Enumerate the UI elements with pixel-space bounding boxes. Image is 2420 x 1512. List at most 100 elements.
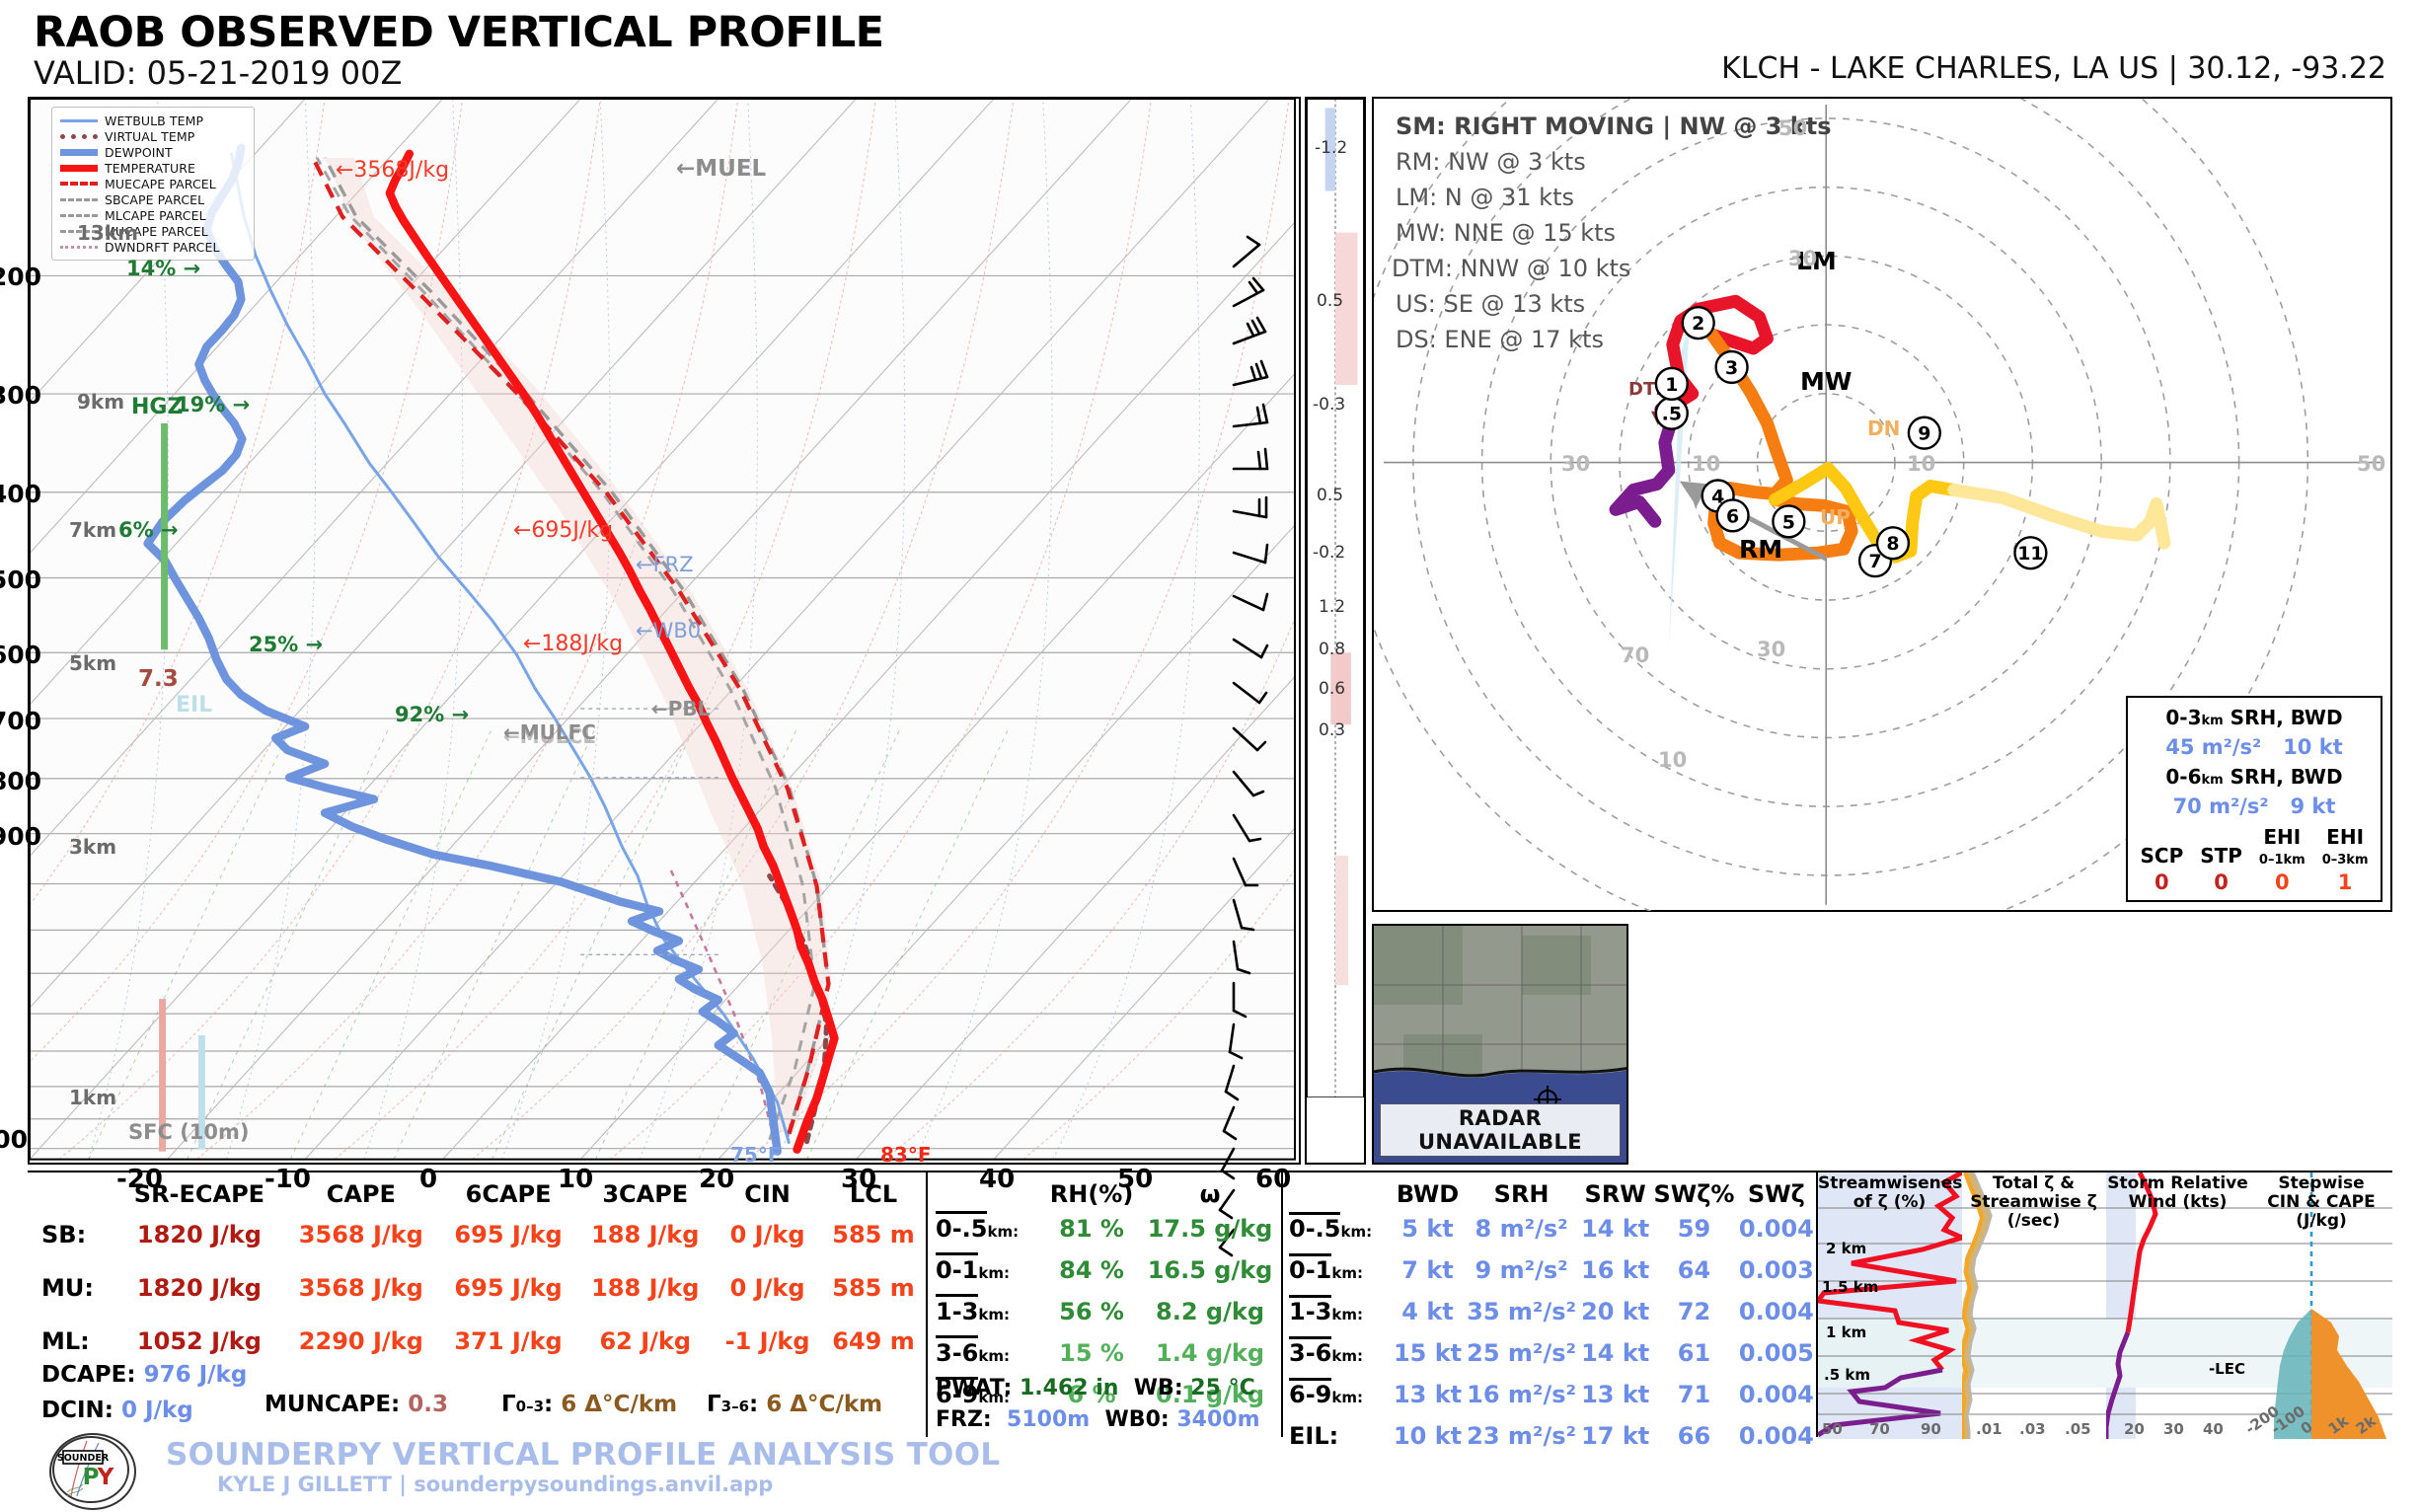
col-srw: SRW: [1584, 1180, 1646, 1208]
ml-cin: -1 J/kg: [724, 1327, 810, 1355]
stepwise-plot: [2250, 1172, 2392, 1439]
legend-label: VIRTUAL TEMP: [105, 128, 195, 144]
hodograph-panel[interactable]: SM: RIGHT MOVING | NW @ 3 kts RM: NW @ 3…: [1372, 97, 2392, 912]
ehi-0-3-range: 0–3km: [2321, 853, 2369, 869]
legend-swatch-temperature: [60, 164, 98, 172]
rh-0-1: 84 %: [1059, 1256, 1124, 1284]
hodo-marker-rm: RM: [1739, 535, 1783, 564]
muncape-label: MUNCAPE:: [265, 1392, 401, 1417]
legend-item: DWNDRFT PARCEL: [56, 239, 250, 255]
legend-label: TEMPERATURE: [105, 160, 195, 176]
temp-tick-40: 40: [979, 1165, 1016, 1194]
swz-2: 0.004: [1738, 1298, 1814, 1325]
panel-1-height-0.5km: .5 km: [1824, 1366, 1870, 1384]
legend-swatch-mlcape: [60, 213, 98, 217]
svg-text:SOUNDER: SOUNDER: [57, 1453, 110, 1464]
ml-6cape: 371 J/kg: [454, 1327, 563, 1355]
hodo-marker-up: UP: [1820, 505, 1851, 529]
thermodynamics-table: SR-ECAPE CAPE 6CAPE 3CAPE CIN LCL SB: 18…: [28, 1171, 928, 1437]
kinematics-grid: BWD SRH SRW SWζ% SWζ 0-.5km: 5 kt 8 m²/s…: [1283, 1172, 1816, 1457]
sb-sr-ecape: 1820 J/kg: [136, 1221, 262, 1248]
kin-range-4: 6-9: [1289, 1378, 1332, 1408]
pressure-tick-400: 400: [0, 480, 41, 508]
srh-0-3-unit: km: [2201, 714, 2224, 729]
kin-range-2: 1-3: [1289, 1295, 1332, 1325]
swzp-0: 59: [1677, 1215, 1711, 1243]
page-title: RAOB OBSERVED VERTICAL PROFILE: [34, 8, 884, 57]
pressure-tick-700: 700: [0, 707, 41, 735]
surface-temp-f: 83°F: [880, 1143, 932, 1167]
storm-motion-rm: RM: NW @ 3 kts: [1396, 148, 1586, 176]
panel-storm-relative-wind[interactable]: Storm Relative Wind (kts) -LEC 20 30 40: [2103, 1171, 2250, 1439]
srh-0-3-range: 0-3: [2165, 706, 2202, 730]
legend-swatch-muecape: [60, 182, 98, 186]
table-row: 0-.5km: 5 kt 8 m²/s² 14 kt 59 0.004: [1283, 1208, 1816, 1249]
ml-cape: 2290 J/kg: [298, 1327, 423, 1355]
ml-3cape: 62 J/kg: [599, 1327, 692, 1355]
bwd-eil: 10 kt: [1393, 1422, 1463, 1450]
legend-swatch-mucape: [60, 229, 98, 233]
bwd-2: 4 kt: [1401, 1298, 1454, 1325]
sb-cape: 3568 J/kg: [298, 1221, 423, 1248]
w-0-1: 16.5 g/kg: [1147, 1256, 1273, 1284]
col-bwd: BWD: [1396, 1180, 1460, 1208]
col-3cape: 3CAPE: [602, 1180, 689, 1208]
srw-4: 13 kt: [1581, 1381, 1650, 1408]
kin-unit-1: km:: [1331, 1264, 1363, 1282]
bwd-0-6-value: 9 kt: [2290, 794, 2336, 818]
row-label-k2: 1-3km:: [1283, 1291, 1392, 1332]
hodo-marker-dn: DN: [1867, 416, 1901, 440]
radar-panel[interactable]: RADAR UNAVAILABLE: [1372, 924, 1628, 1165]
ehi-0-3-cell: EHI 0–3km 1: [2322, 823, 2369, 894]
omega-bars: [1307, 99, 1364, 1098]
skewt-panel[interactable]: WETBULB TEMP VIRTUAL TEMP DEWPOINT TEMPE…: [0, 97, 1301, 1257]
kin-unit-5: :: [1328, 1422, 1339, 1450]
mu-lcl: 585 m: [832, 1274, 915, 1302]
stp-cell: STP 0: [2200, 842, 2242, 894]
omega-tick-0.8: 0.8: [1319, 640, 1346, 659]
moisture-grid: RH(%) ω 0-.5km: 81 % 17.5 g/kg 0-1km: 84…: [928, 1172, 1281, 1415]
hodo-marker-lm: LM: [1796, 247, 1837, 275]
col-rh: RH(%): [1049, 1180, 1134, 1208]
legend-label: SBCAPE PARCEL: [105, 191, 205, 207]
footer: SOUNDER P Y SOUNDERPY VERTICAL PROFILE A…: [28, 1433, 1301, 1510]
ring-label-30-n: 30: [1788, 247, 1818, 270]
rh-6-9: 6 %: [1067, 1381, 1116, 1408]
col-6cape: 6CAPE: [465, 1180, 552, 1208]
storm-motion-sm: SM: RIGHT MOVING | NW @ 3 kts: [1396, 113, 1832, 140]
panel-3-tick-30: 30: [2163, 1420, 2184, 1438]
moist-range-0: 0-.5: [936, 1211, 988, 1243]
lapse-0-3-range: 0–3: [515, 1398, 545, 1415]
ml-lcl: 649 m: [832, 1327, 915, 1355]
rh-label-14: 14% →: [126, 257, 201, 280]
muncape-value: 0.3: [408, 1392, 449, 1417]
srh-0-3-label: 0-3km SRH, BWD: [2132, 704, 2377, 732]
skewt-legend: WETBULB TEMP VIRTUAL TEMP DEWPOINT TEMPE…: [51, 107, 255, 261]
swzp-eil: 66: [1677, 1422, 1711, 1450]
table-row: MU: 1820 J/kg 3568 J/kg 695 J/kg 188 J/k…: [28, 1261, 926, 1315]
stp-label: STP: [2200, 844, 2242, 868]
legend-item: TEMPERATURE: [56, 160, 250, 176]
dcape-label: DCAPE:: [41, 1362, 136, 1388]
panel-stepwise-cin-cape[interactable]: Stepwise CIN & CAPE (J/kg) -200 -100 0 1k …: [2242, 1172, 2392, 1439]
rh-1-3: 56 %: [1059, 1298, 1124, 1325]
panel-4-title: Stepwise CIN & CAPE (J/kg): [2267, 1173, 2376, 1232]
panel-streamwiseness[interactable]: Streamwiseness of ζ (%) 2 km 1.5 km 1 km …: [1813, 1170, 1973, 1439]
stp-value: 0: [2214, 870, 2229, 894]
swz-4: 0.004: [1738, 1381, 1814, 1408]
frz-annotation: ←FRZ: [636, 553, 694, 576]
radar-status-badge: RADAR UNAVAILABLE: [1380, 1103, 1621, 1157]
kin-range-3: 3-6: [1289, 1336, 1332, 1367]
panel-total-streamwise-zeta[interactable]: Total ζ & Streamwise ζ (/sec) .01 .03 .05: [1957, 1171, 2106, 1439]
muel-annotation: ←MUEL: [676, 156, 767, 182]
panel-2-tick-05: .05: [2065, 1420, 2091, 1438]
swzp-1: 64: [1677, 1256, 1711, 1284]
omega-panel[interactable]: -1.2 0.5 -0.3 0.5 -0.2 1.2 0.8 0.6 0.3: [1305, 97, 1366, 1165]
legend-label: DWNDRFT PARCEL: [105, 239, 220, 255]
ehi-0-3-value: 1: [2337, 870, 2353, 894]
pressure-tick-500: 500: [0, 566, 41, 594]
storm-motion-ds: DS: ENE @ 17 kts: [1396, 326, 1604, 353]
w-1-3: 8.2 g/kg: [1156, 1298, 1265, 1325]
moist-range-4: 6-9: [936, 1377, 979, 1408]
